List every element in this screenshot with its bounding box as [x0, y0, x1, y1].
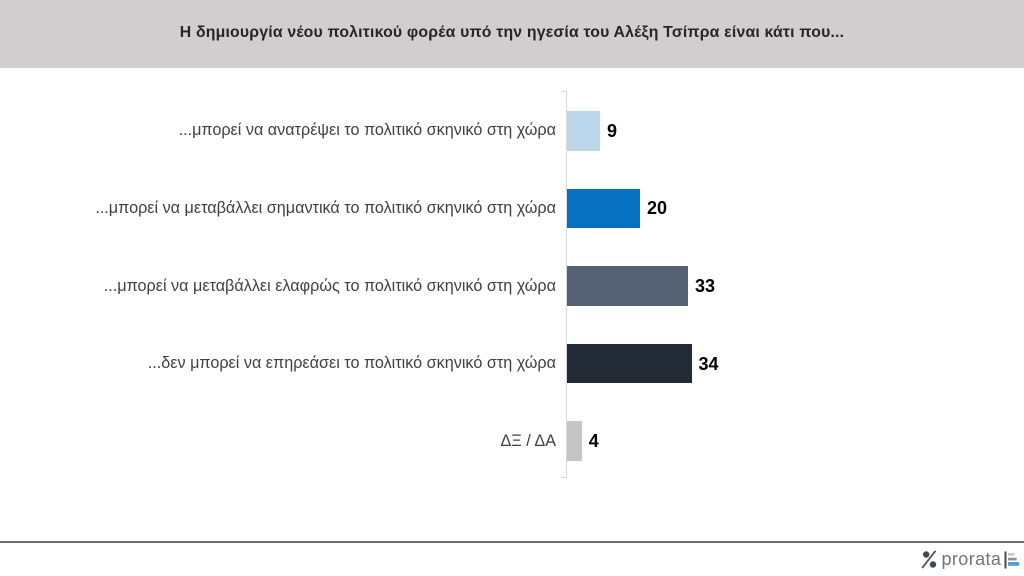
svg-text:prorata: prorata	[942, 549, 1002, 569]
